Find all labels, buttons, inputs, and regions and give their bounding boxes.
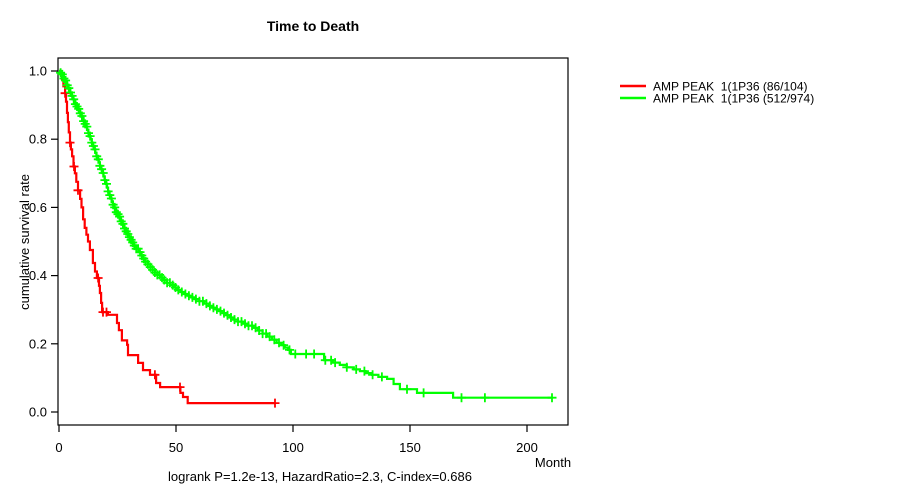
y-tick-label: 0.0	[29, 405, 47, 420]
y-tick-label: 0.6	[29, 200, 47, 215]
y-tick-label: 0.4	[29, 268, 47, 283]
x-axis-title: Month	[535, 455, 571, 470]
x-axis: 0 50 100 150 200	[55, 425, 538, 455]
x-tick-label: 150	[399, 440, 421, 455]
plot-border	[57, 57, 569, 426]
legend-label-green: AMP PEAK 1(1P36 (512/974)	[653, 92, 814, 106]
y-axis: 1.0 0.8 0.6 0.4 0.2 0.0	[29, 64, 58, 420]
y-tick-label: 0.8	[29, 132, 47, 147]
y-tick-label: 1.0	[29, 64, 47, 79]
legend: AMP PEAK 1(1P36 (86/104) AMP PEAK 1(1P36…	[620, 80, 814, 106]
stats-caption: logrank P=1.2e-13, HazardRatio=2.3, C-in…	[168, 469, 472, 484]
survival-curve	[59, 69, 275, 405]
survival-curve	[59, 69, 552, 399]
y-axis-title: cumulative survival rate	[17, 174, 32, 310]
y-tick-label: 0.2	[29, 336, 47, 351]
legend-label-red: AMP PEAK 1(1P36 (86/104)	[653, 80, 808, 94]
censor-marks	[60, 88, 280, 408]
x-tick-label: 100	[282, 440, 304, 455]
censor-marks	[56, 68, 557, 403]
x-tick-label: 50	[169, 440, 183, 455]
survival-curves	[56, 68, 557, 408]
x-tick-label: 0	[55, 440, 62, 455]
chart-title: Time to Death	[267, 18, 359, 34]
x-tick-label: 200	[516, 440, 538, 455]
